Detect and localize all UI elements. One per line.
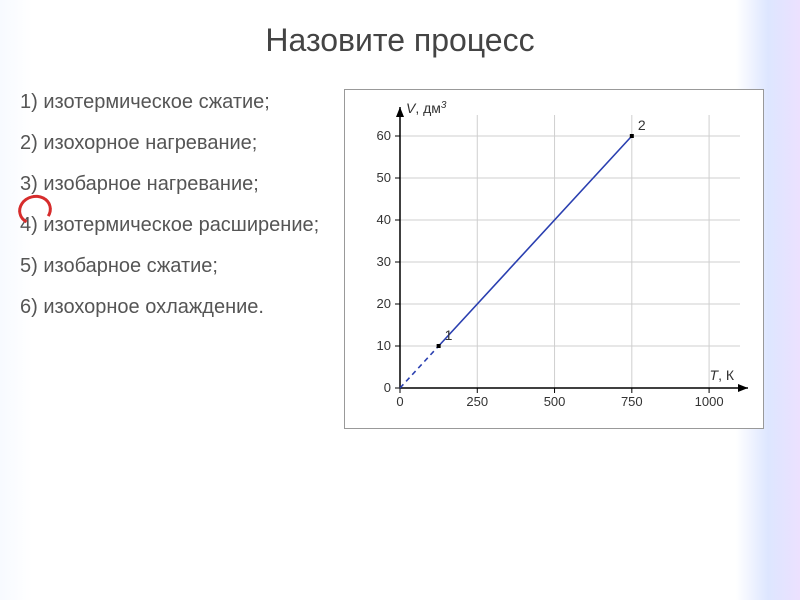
option-4: 4) изотермическое расширение; xyxy=(20,212,320,239)
option-5: 5) изобарное сжатие; xyxy=(20,253,320,280)
svg-text:10: 10 xyxy=(377,338,391,353)
svg-text:2: 2 xyxy=(638,117,646,133)
svg-text:V, дм3: V, дм3 xyxy=(406,100,447,117)
slide-title: Назовите процесс xyxy=(0,0,800,59)
chart-container: 0 250 500 750 1000 0 10 20 30 40 50 60 V, дм3 T, К 1 2 xyxy=(328,89,780,429)
svg-text:1000: 1000 xyxy=(695,394,724,409)
option-1: 1) изотермическое сжатие; xyxy=(20,89,320,116)
svg-text:40: 40 xyxy=(377,212,391,227)
svg-text:T, К: T, К xyxy=(710,367,735,383)
svg-text:500: 500 xyxy=(544,394,566,409)
svg-text:750: 750 xyxy=(621,394,643,409)
svg-text:1: 1 xyxy=(445,327,453,343)
svg-text:60: 60 xyxy=(377,128,391,143)
svg-text:0: 0 xyxy=(384,380,391,395)
svg-text:30: 30 xyxy=(377,254,391,269)
volume-temperature-chart: 0 250 500 750 1000 0 10 20 30 40 50 60 V, дм3 T, К 1 2 xyxy=(344,89,764,429)
svg-text:250: 250 xyxy=(466,394,488,409)
svg-text:0: 0 xyxy=(396,394,403,409)
option-6: 6) изохорное охлаждение. xyxy=(20,294,320,321)
option-3: 3) изобарное нагревание; xyxy=(20,171,320,198)
svg-text:20: 20 xyxy=(377,296,391,311)
options-list: 1) изотермическое сжатие; 2) изохорное н… xyxy=(20,89,320,429)
content-row: 1) изотермическое сжатие; 2) изохорное н… xyxy=(0,59,800,429)
option-2: 2) изохорное нагревание; xyxy=(20,130,320,157)
svg-text:50: 50 xyxy=(377,170,391,185)
